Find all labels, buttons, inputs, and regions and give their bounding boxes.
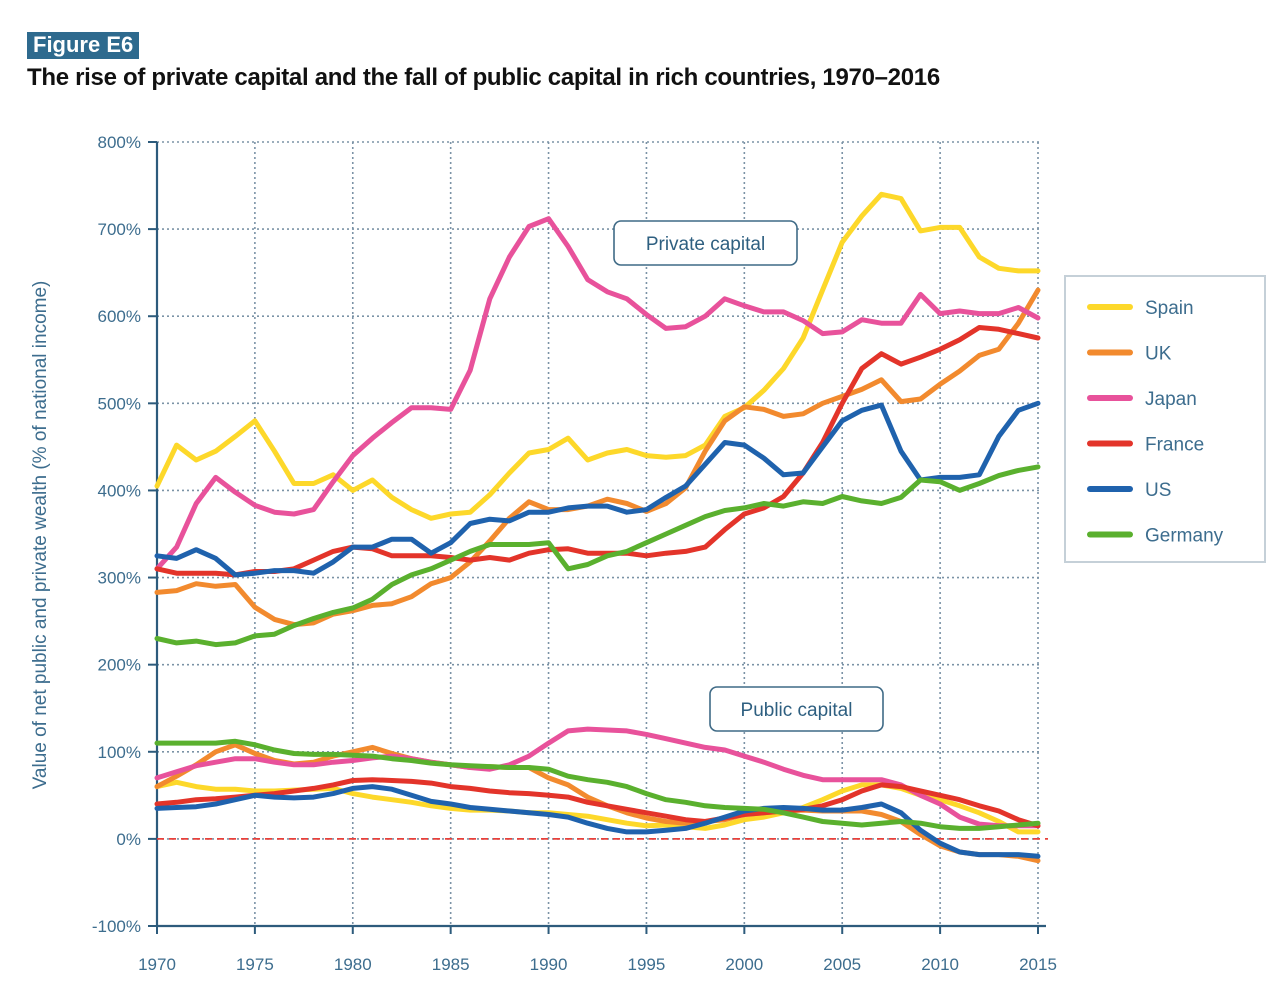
figure-badge: Figure E6 [27, 32, 140, 59]
legend-item-uk: UK [1087, 344, 1172, 365]
legend-item-japan: Japan [1087, 389, 1197, 410]
x-tick-label: 2000 [725, 955, 763, 974]
x-tick-label: 1975 [236, 955, 274, 974]
y-tick-label: 0% [116, 830, 141, 849]
series-line-us-public [154, 784, 1041, 859]
y-tick-label: 700% [98, 220, 141, 239]
x-tick-label: 1970 [138, 955, 176, 974]
legend-label: Germany [1145, 526, 1224, 547]
series-line-japan-public [154, 726, 1041, 829]
series-line-germany-private [154, 464, 1041, 648]
annotation-box [709, 686, 884, 732]
axes [148, 141, 1046, 934]
y-tick-label: 400% [98, 481, 141, 500]
chart-title: The rise of private capital and the fall… [27, 64, 940, 91]
series-line-spain-private [154, 191, 1041, 521]
grid [157, 141, 1042, 926]
x-tick-label: 1985 [432, 955, 470, 974]
annotation-label: Private capital [646, 234, 765, 255]
legend-item-us: US [1087, 480, 1171, 501]
y-tick-label: 100% [98, 743, 141, 762]
legend-label: Spain [1145, 298, 1194, 319]
x-tick-label: 1995 [628, 955, 666, 974]
legend-label: UK [1145, 344, 1172, 365]
legend-label: Japan [1145, 389, 1197, 410]
legend-item-spain: Spain [1087, 298, 1194, 319]
y-axis-label: Value of net public and private wealth (… [30, 281, 51, 790]
y-tick-label: 300% [98, 569, 141, 588]
annotation-label: Public capital [741, 700, 853, 721]
annotation-private-capital: Private capital [613, 220, 798, 266]
series-line-us-private [154, 400, 1041, 578]
x-tick-label: 1990 [530, 955, 568, 974]
legend-box [1064, 275, 1266, 563]
tick-labels: -100% 0% 100% 200% 300% 400% 500% 600% 700% 800% 1… [92, 133, 1057, 974]
legend: Spain UK Japan France US Germany [1064, 275, 1266, 563]
series-line-germany-public [154, 738, 1041, 831]
annotations: Private capital Public capital [613, 220, 884, 732]
x-tick-label: 1980 [334, 955, 372, 974]
annotation-public-capital: Public capital [709, 686, 884, 732]
legend-item-germany: Germany [1087, 526, 1224, 547]
series-lines [154, 191, 1041, 864]
x-tick-label: 2005 [823, 955, 861, 974]
series-line-france-private [154, 325, 1041, 578]
series-line-france-public [154, 777, 1041, 829]
y-tick-label: 800% [98, 133, 141, 152]
x-tick-label: 2015 [1019, 955, 1057, 974]
y-tick-label: -100% [92, 917, 141, 936]
annotation-box [613, 220, 798, 266]
legend-label: US [1145, 480, 1171, 501]
legend-item-france: France [1087, 435, 1204, 456]
series-line-japan-private [154, 216, 1041, 572]
y-tick-label: 600% [98, 307, 141, 326]
x-tick-label: 2010 [921, 955, 959, 974]
legend-label: France [1145, 435, 1204, 456]
y-tick-label: 200% [98, 656, 141, 675]
y-tick-label: 500% [98, 394, 141, 413]
